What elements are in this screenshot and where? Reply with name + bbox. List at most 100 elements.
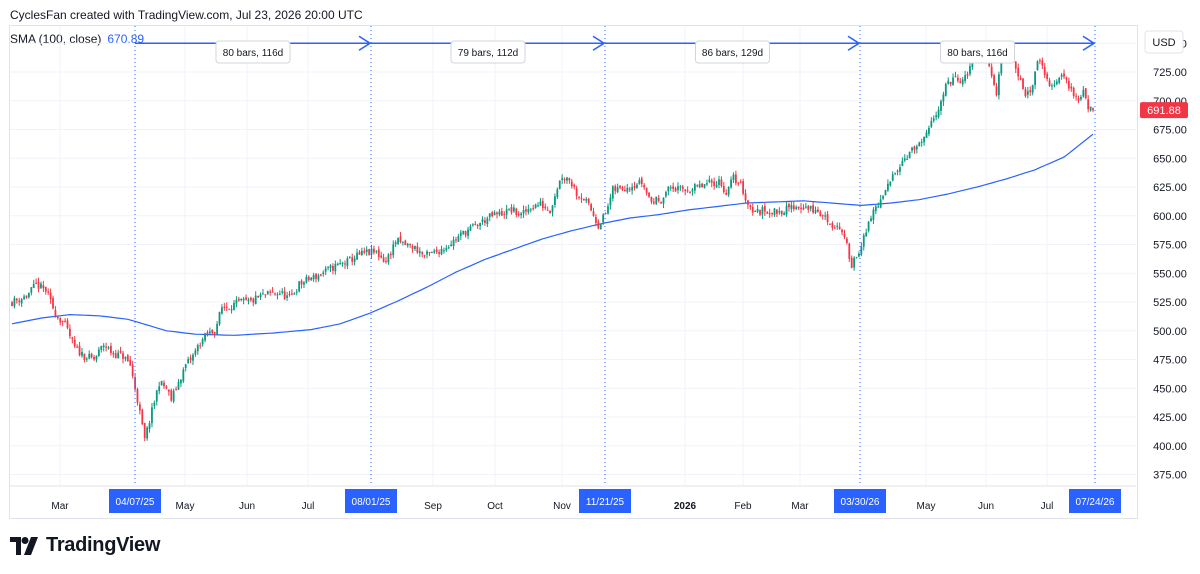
candle-body (426, 251, 428, 255)
candle-body (30, 287, 33, 293)
candle-body (469, 226, 472, 231)
candle-body (409, 243, 412, 245)
candle-body (532, 208, 535, 210)
candle-body (829, 223, 831, 225)
candle-body (360, 250, 363, 256)
candle-body (515, 208, 518, 215)
cycle-date-label: 08/01/25 (352, 497, 391, 508)
candle-body (956, 77, 959, 81)
candle-body (288, 294, 291, 296)
cycle-label-box (215, 40, 291, 64)
candle-body (319, 274, 322, 276)
candle-body (440, 248, 443, 255)
candle-body (920, 141, 923, 143)
candle-body (990, 66, 993, 76)
candle-body (595, 217, 597, 223)
candle-body (78, 345, 81, 356)
candle-body (211, 330, 214, 334)
candle-body (783, 212, 786, 215)
candle-body (356, 252, 358, 260)
candle-body (604, 212, 607, 214)
candle-body (332, 265, 334, 271)
candle-body (720, 179, 723, 186)
candle-body (915, 146, 918, 150)
candle-body (853, 257, 856, 268)
candle-body (949, 81, 952, 85)
candle-body (660, 202, 662, 204)
candle-body (1055, 81, 1058, 85)
cycle-label: 86 bars, 129d (702, 48, 763, 59)
candle-body (404, 240, 407, 245)
candle-body (1077, 98, 1080, 101)
candle-body (1036, 61, 1039, 71)
candle-body (1084, 88, 1087, 99)
price-tick: 725.00 (1153, 67, 1187, 79)
candle-body (344, 263, 346, 265)
candle-body (1000, 56, 1003, 74)
candle-body (790, 205, 793, 209)
candle-body (438, 252, 440, 254)
candle-body (445, 247, 448, 251)
candle-body (310, 277, 313, 281)
candle-body (587, 198, 590, 204)
candle-body (194, 350, 197, 355)
candle-body (850, 257, 853, 268)
candle-body (677, 186, 679, 191)
currency-button-box[interactable] (1144, 30, 1184, 54)
candle-body (102, 345, 105, 348)
candle-body (201, 338, 204, 345)
cycle-label: 79 bars, 112d (458, 48, 518, 59)
candle-body (1046, 73, 1049, 79)
candle-body (493, 212, 496, 216)
candle-body (368, 249, 371, 255)
candle-body (780, 210, 783, 215)
candle-body (421, 252, 424, 255)
candle-body (525, 209, 527, 212)
candle-body (1022, 78, 1024, 89)
candle-body (744, 193, 747, 201)
candle-body (952, 77, 954, 85)
candle-body (686, 190, 689, 192)
candle-body (937, 109, 940, 117)
currency-button[interactable]: USD (1144, 30, 1184, 54)
candle-body (831, 223, 834, 228)
candle-body (312, 274, 315, 280)
candle-body (1039, 60, 1041, 62)
candle-body (189, 357, 192, 360)
candle-body (158, 386, 161, 392)
cycle-date-label: 03/30/26 (841, 497, 880, 508)
candle-body (18, 300, 21, 303)
candle-body (435, 249, 438, 252)
candle-body (1060, 74, 1063, 77)
cycle-date-label: 07/24/26 (1076, 497, 1115, 508)
brand-logo[interactable]: TradingView (10, 534, 160, 557)
candle-body (701, 183, 704, 188)
candle-body (776, 209, 778, 214)
price-tick: 425.00 (1153, 412, 1187, 424)
candle-body (643, 184, 646, 188)
candle-body (129, 359, 132, 366)
candle-body (1034, 71, 1036, 86)
candle-body (848, 243, 851, 259)
sma-line (11, 133, 1094, 336)
candle-body (206, 332, 209, 335)
candle-body (751, 207, 754, 213)
candle-body (105, 346, 108, 348)
candle-body (385, 260, 387, 262)
candle-body (204, 333, 206, 341)
candle-body (797, 206, 800, 209)
candle-body (373, 248, 375, 253)
candle-body (259, 294, 262, 298)
candle-body (180, 379, 182, 384)
candle-body (884, 189, 887, 196)
candle-body (727, 186, 730, 195)
candle-body (430, 251, 433, 253)
candle-body (575, 188, 578, 196)
candle-body (838, 226, 841, 230)
candle-body (882, 196, 884, 199)
candle-body (443, 250, 445, 252)
candle-body (845, 238, 848, 244)
candle-body (1029, 90, 1032, 93)
candle-body (491, 212, 494, 216)
